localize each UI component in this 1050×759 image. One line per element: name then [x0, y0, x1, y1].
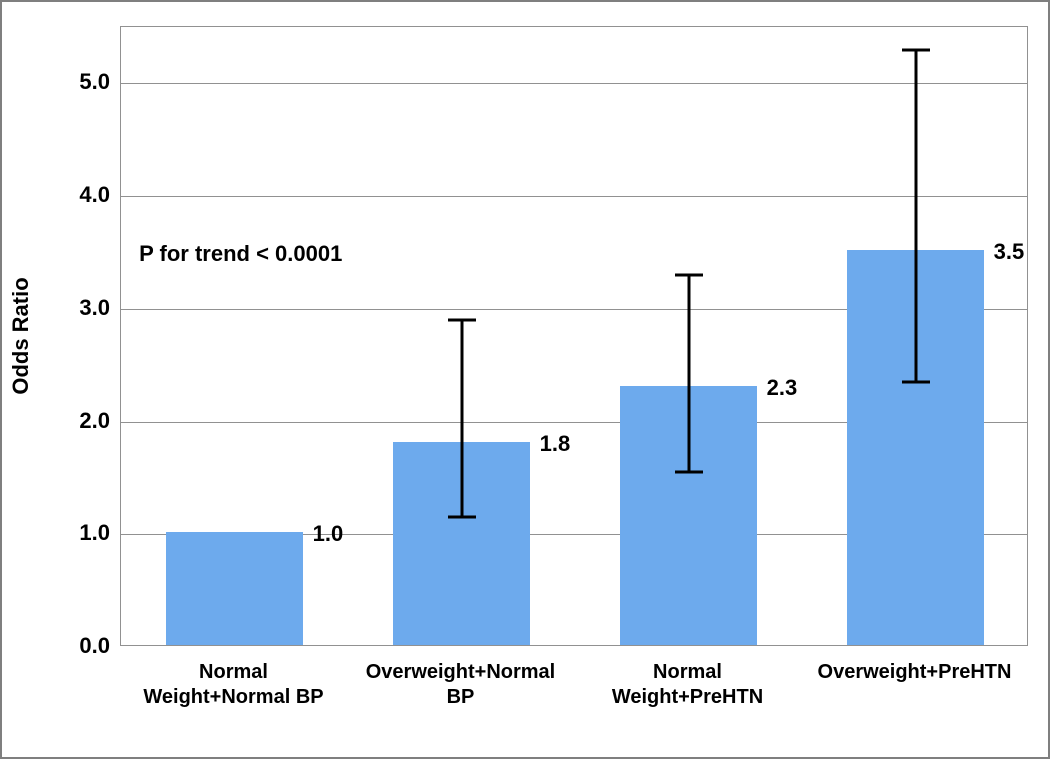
- bar: [166, 532, 302, 645]
- y-tick-label: 0.0: [60, 633, 110, 659]
- error-bar-cap: [902, 48, 930, 51]
- error-bar-cap: [448, 319, 476, 322]
- error-bar-line: [914, 50, 917, 383]
- gridline: [121, 83, 1027, 84]
- x-tick-label: NormalWeight+PreHTN: [574, 660, 801, 710]
- x-tick-label: Overweight+PreHTN: [801, 660, 1028, 685]
- plot-area: 1.0 1.8 2.3 3.5 P for trend < 0.0001: [120, 26, 1028, 646]
- bar-value-label: 2.3: [767, 375, 798, 401]
- bar-value-label: 1.0: [313, 521, 344, 547]
- y-tick-label: 3.0: [60, 295, 110, 321]
- bar-value-label: 1.8: [540, 431, 571, 457]
- trend-annotation: P for trend < 0.0001: [139, 241, 342, 267]
- error-bar-cap: [675, 274, 703, 277]
- error-bar-line: [460, 320, 463, 517]
- y-tick-label: 4.0: [60, 182, 110, 208]
- chart-frame: 1.0 1.8 2.3 3.5 P for trend < 0.0001 Odds Ra…: [0, 0, 1050, 759]
- x-tick-label: NormalWeight+Normal BP: [120, 660, 347, 710]
- gridline: [121, 196, 1027, 197]
- bar-value-label: 3.5: [994, 239, 1025, 265]
- error-bar-cap: [675, 471, 703, 474]
- error-bar-cap: [902, 381, 930, 384]
- y-tick-label: 5.0: [60, 69, 110, 95]
- y-axis-title: Odds Ratio: [8, 277, 34, 394]
- error-bar-cap: [448, 516, 476, 519]
- y-tick-label: 1.0: [60, 520, 110, 546]
- y-tick-label: 2.0: [60, 408, 110, 434]
- error-bar-line: [687, 275, 690, 472]
- x-tick-label: Overweight+NormalBP: [347, 660, 574, 710]
